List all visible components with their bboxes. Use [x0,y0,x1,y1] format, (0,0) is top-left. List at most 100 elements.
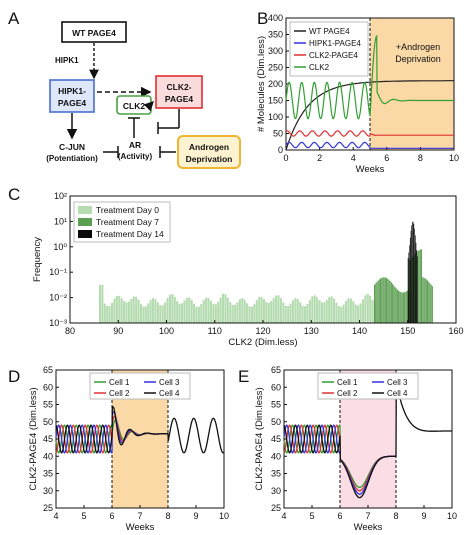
y-tick-label: 250 [268,63,283,73]
bar-1 [396,289,398,323]
bar-1 [390,282,392,323]
legend-label: HIPK1-PAGE4 [309,39,361,48]
bar-0 [156,302,159,323]
bar-1 [406,290,408,323]
bar-0 [238,299,241,323]
bar-0 [197,306,200,323]
y-tick-label: 150 [268,96,283,106]
x-tick-label: 140 [352,326,367,336]
series-line-hipk1 [285,141,454,149]
bar-0 [258,297,261,323]
clk2-node-label: CLK2 [123,101,145,111]
bar-0 [349,298,352,323]
annotation-line-1: +Androgen [396,42,440,52]
bar-0 [234,304,237,323]
panel-label-a: A [8,9,20,28]
bar-0 [149,299,152,323]
y-axis-label: # Molecules (Dim.less) [256,36,267,132]
bar-1 [387,278,389,323]
bar-1 [383,277,385,323]
x-tick-label: 9 [421,511,426,521]
bar-0 [304,306,307,323]
bar-0 [178,303,181,323]
bar-0 [229,301,232,323]
bar-0 [316,297,319,323]
x-tick-label: 5 [309,511,314,521]
x-tick-label: 9 [193,511,198,521]
x-tick-label: 4 [351,153,356,163]
bar-1 [417,250,419,323]
x-axis-label: CLK2 (Dim.less) [228,337,297,348]
x-tick-label: 2 [317,153,322,163]
bar-0 [118,295,121,323]
bar-0 [214,304,217,323]
legend-swatch [78,218,92,226]
bar-0 [371,300,374,323]
bar-0 [287,306,290,323]
bar-0 [241,297,244,323]
bar-0 [103,303,106,323]
legend-label: Cell 2 [109,389,130,398]
bar-0 [161,305,164,323]
bar-0 [299,302,302,323]
bar-1 [388,279,390,323]
x-tick-label: 130 [304,326,319,336]
bar-0 [369,295,372,323]
bar-0 [154,299,157,323]
bar-2 [414,235,416,323]
bar-0 [108,305,111,323]
bar-0 [306,303,309,323]
bar-1 [425,279,427,323]
x-tick-label: 6 [384,153,389,163]
pathway-diagram: WT PAGE4 HIPK1 HIPK1- PAGE4 CLK2- PAGE4 … [46,21,241,169]
panel-label-d: D [8,367,20,386]
legend-label: Treatment Day 14 [96,229,164,239]
y-tick-label: 35 [43,469,53,479]
x-tick-label: 8 [418,153,423,163]
bar-0 [272,297,275,323]
clk2-page4-node [155,75,203,109]
hipk1-page4-node [49,79,95,113]
legend-label: Cell 1 [337,378,358,387]
bar-1 [389,280,391,323]
y-tick-label: 400 [268,13,283,23]
clk2-to-clk2page4-arrow [143,101,154,112]
bar-1 [429,283,431,323]
bar-0 [284,305,287,323]
bar-0 [255,300,258,323]
x-tick-label: 80 [65,326,75,336]
bar-0 [335,302,338,323]
androgen-deprivation-node [177,135,241,169]
bar-0 [159,305,162,323]
bar-0 [132,296,135,323]
bar-0 [127,301,130,323]
x-tick-label: 4 [53,511,58,521]
bar-0 [168,294,171,323]
bar-0 [352,301,355,323]
y-tick-label: 200 [268,79,283,89]
bar-0 [164,302,167,323]
bar-0 [219,297,222,323]
bar-0 [217,301,220,323]
bar-0 [166,298,169,323]
y-axis-label: Frequency [32,237,43,282]
bar-0 [200,303,203,323]
bar-1 [395,288,397,323]
bar-0 [115,295,118,323]
bar-0 [120,298,123,323]
bar-0 [364,295,367,323]
bar-0 [137,299,140,323]
bar-1 [381,277,383,323]
y-tick-label: 55 [271,400,281,410]
bar-0 [142,306,145,323]
bar-0 [101,284,104,323]
bar-0 [267,302,270,323]
cell-line-4 [283,381,452,499]
legend-label: Cell 1 [109,378,130,387]
chart-e: 4 5 6 7 8 9 10253035404550556065WeeksCLK2-PAGE… [254,365,457,533]
bar-0 [265,301,268,323]
bar-1 [428,281,430,323]
x-axis-label: Weeks [354,522,383,533]
bar-0 [345,300,348,323]
bar-0 [301,305,304,323]
